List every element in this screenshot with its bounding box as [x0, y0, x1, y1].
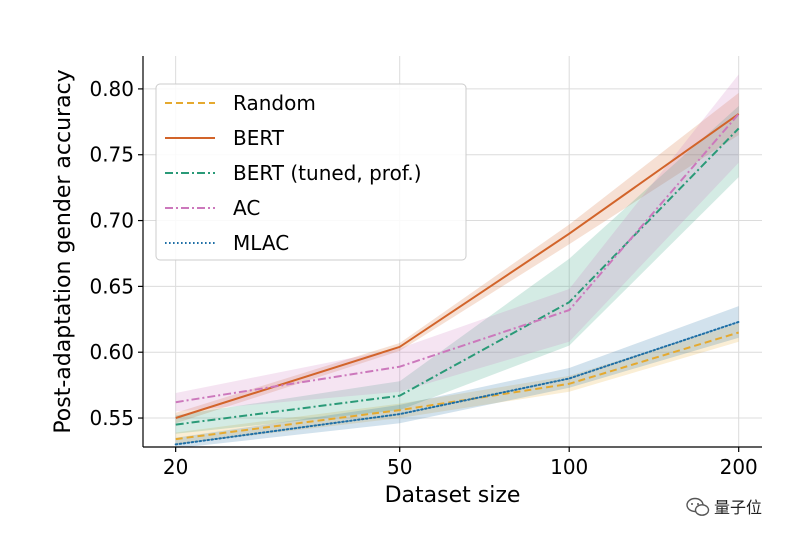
watermark-text: 量子位 [714, 498, 762, 517]
y-axis-label: Post-adaptation gender accuracy [51, 69, 76, 433]
x-tick-label-20: 20 [163, 455, 188, 479]
x-tick-label-100: 100 [550, 455, 588, 479]
line-ac [175, 113, 740, 404]
y-tick-label-0.65: 0.65 [89, 274, 134, 298]
band-bert-tuned-prof [175, 106, 739, 434]
x-tick-label-200: 200 [720, 455, 758, 479]
legend: Random BERT BERT (tuned, prof.) AC MLAC [155, 83, 467, 261]
y-tick-label-0.75: 0.75 [89, 143, 134, 167]
series-lines [174, 113, 740, 446]
x-axis-label: Dataset size [385, 483, 521, 508]
legend-label-bert: BERT [233, 126, 285, 150]
legend-label-ac: AC [233, 196, 260, 220]
axes [142, 56, 762, 448]
legend-box [155, 83, 467, 261]
line-bert-tuned-prof [175, 127, 740, 426]
y-tick-label-0.60: 0.60 [89, 340, 134, 364]
watermark: 量子位 [686, 497, 762, 517]
band-mlac [175, 306, 739, 449]
tick-labels: 20 50 100 200 0.55 0.60 0.65 0.70 0.75 0.80 [89, 77, 757, 479]
legend-label-bert-tuned-prof: BERT (tuned, prof.) [233, 161, 422, 185]
line-bert [175, 113, 740, 419]
x-tick-label-50: 50 [387, 455, 412, 479]
y-tick-label-0.55: 0.55 [89, 406, 134, 430]
y-tick-label-0.80: 0.80 [89, 77, 134, 101]
legend-label-random: Random [233, 91, 316, 115]
legend-label-mlac: MLAC [233, 231, 289, 255]
line-mlac [174, 320, 740, 446]
wechat-icon [686, 497, 710, 516]
y-tick-label-0.70: 0.70 [89, 209, 134, 233]
